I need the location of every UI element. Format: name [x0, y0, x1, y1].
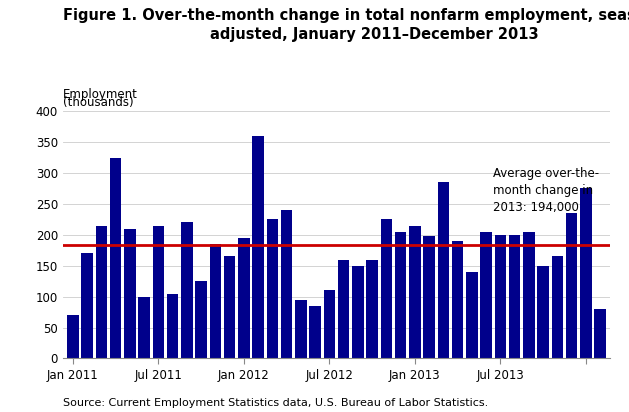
Bar: [509, 235, 520, 358]
Bar: [409, 226, 421, 358]
Bar: [466, 272, 477, 358]
Text: (thousands): (thousands): [63, 96, 133, 109]
Bar: [196, 281, 207, 358]
Bar: [153, 226, 164, 358]
Bar: [238, 238, 250, 358]
Bar: [324, 290, 335, 358]
Bar: [338, 260, 349, 358]
Bar: [594, 309, 606, 358]
Bar: [295, 300, 306, 358]
Bar: [494, 235, 506, 358]
Bar: [423, 236, 435, 358]
Bar: [167, 293, 179, 358]
Bar: [67, 315, 79, 358]
Bar: [352, 266, 364, 358]
Text: Figure 1. Over-the-month change in total nonfarm employment, seasonally
adjusted: Figure 1. Over-the-month change in total…: [63, 8, 629, 42]
Bar: [523, 232, 535, 358]
Bar: [438, 182, 449, 358]
Bar: [181, 222, 192, 358]
Bar: [381, 219, 392, 358]
Bar: [395, 232, 406, 358]
Bar: [252, 136, 264, 358]
Bar: [81, 253, 93, 358]
Bar: [481, 232, 492, 358]
Bar: [209, 244, 221, 358]
Bar: [580, 189, 592, 358]
Text: Average over-the-
month change in
2013: 194,000: Average over-the- month change in 2013: …: [493, 167, 599, 214]
Text: Source: Current Employment Statistics data, U.S. Bureau of Labor Statistics.: Source: Current Employment Statistics da…: [63, 398, 488, 408]
Bar: [552, 256, 563, 358]
Bar: [124, 229, 136, 358]
Bar: [367, 260, 378, 358]
Bar: [267, 219, 278, 358]
Bar: [309, 306, 321, 358]
Bar: [566, 213, 577, 358]
Text: Employment: Employment: [63, 88, 138, 101]
Bar: [537, 266, 549, 358]
Bar: [110, 158, 121, 358]
Bar: [138, 297, 150, 358]
Bar: [224, 256, 235, 358]
Bar: [452, 241, 464, 358]
Bar: [96, 226, 107, 358]
Bar: [281, 210, 292, 358]
